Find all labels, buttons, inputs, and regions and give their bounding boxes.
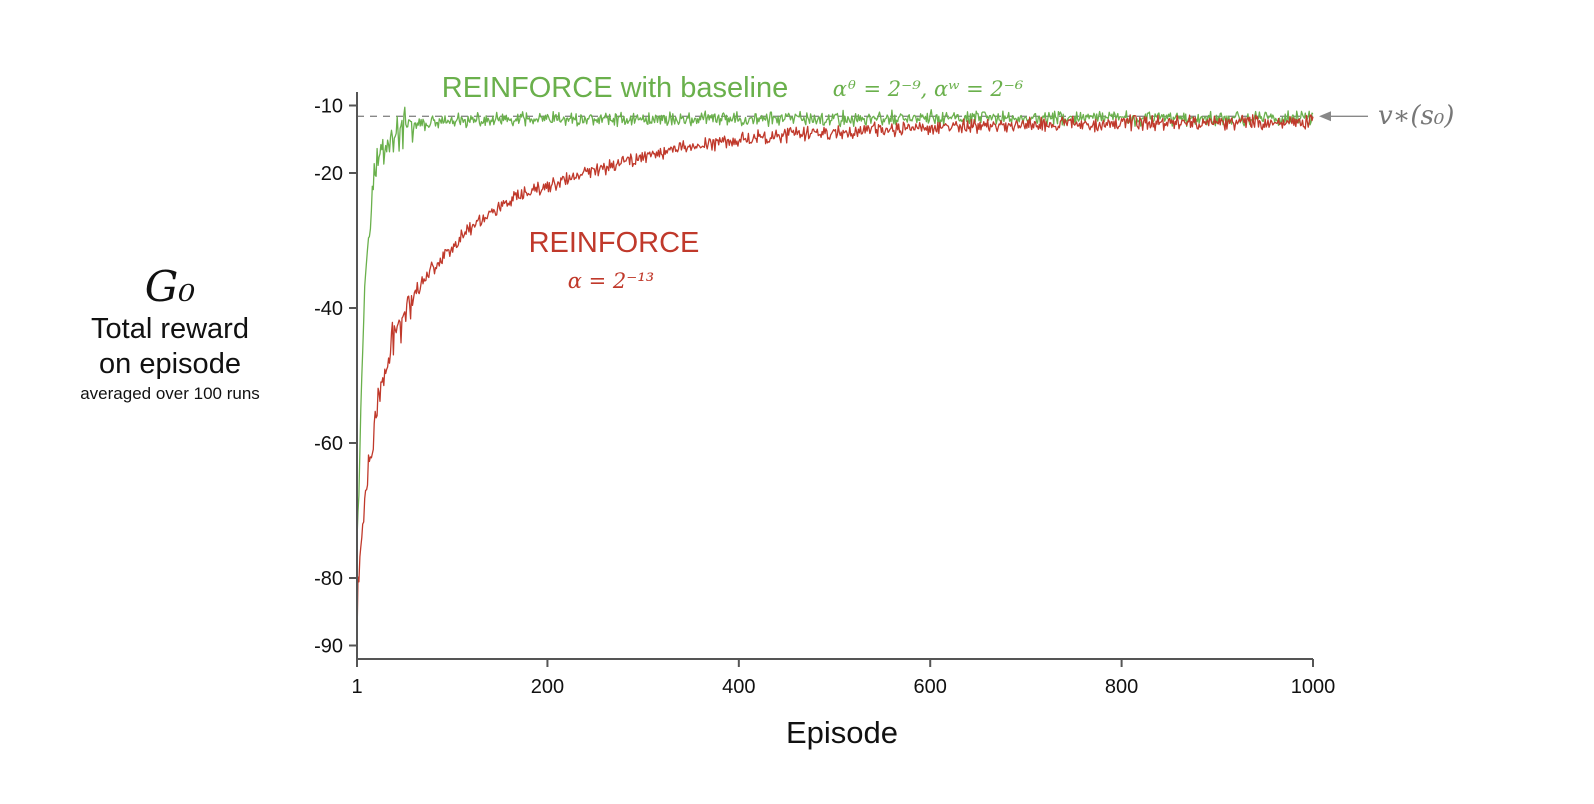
y-tick-label: -20	[314, 163, 343, 185]
series-layer	[356, 106, 1314, 640]
x-tick-label: 400	[722, 676, 755, 698]
y-axis-symbol: G₀	[144, 262, 196, 311]
axes: -10 -20 -40 -60 -80 -90 1 200 400 600 800 1000	[314, 92, 1335, 698]
x-tick-label: 1000	[1291, 676, 1336, 698]
series-params-reinforce-baseline: αᶿ = 2⁻⁹, αʷ = 2⁻⁶	[833, 77, 1024, 101]
x-axis-title: Episode	[786, 715, 898, 750]
y-axis-title: G₀ Total reward on episode averaged over…	[40, 262, 300, 406]
reference-line-label: v∗(s₀)	[1378, 101, 1454, 131]
series-label-reinforce-baseline: REINFORCE with baseline	[442, 72, 789, 104]
reference-arrow-head	[1319, 111, 1331, 122]
y-tick-label: -90	[314, 636, 343, 658]
x-tick-label: 600	[914, 676, 947, 698]
y-tick-label: -10	[314, 96, 343, 118]
y-axis-title-line1: Total reward	[91, 313, 249, 345]
y-tick-label: -60	[314, 433, 343, 455]
series-label-reinforce: REINFORCE	[529, 227, 700, 259]
series-line-reinforce	[356, 114, 1314, 640]
x-tick-label: 800	[1105, 676, 1138, 698]
x-tick-label: 1	[351, 676, 362, 698]
reference-layer	[357, 111, 1368, 122]
series-params-reinforce: α = 2⁻¹³	[568, 269, 654, 293]
series-line-reinforce-baseline	[356, 106, 1314, 539]
y-tick-label: -80	[314, 568, 343, 590]
y-axis-title-line2: on episode	[99, 348, 241, 380]
y-axis-note: averaged over 100 runs	[80, 384, 260, 403]
y-tick-label: -40	[314, 298, 343, 320]
x-tick-label: 200	[531, 676, 564, 698]
